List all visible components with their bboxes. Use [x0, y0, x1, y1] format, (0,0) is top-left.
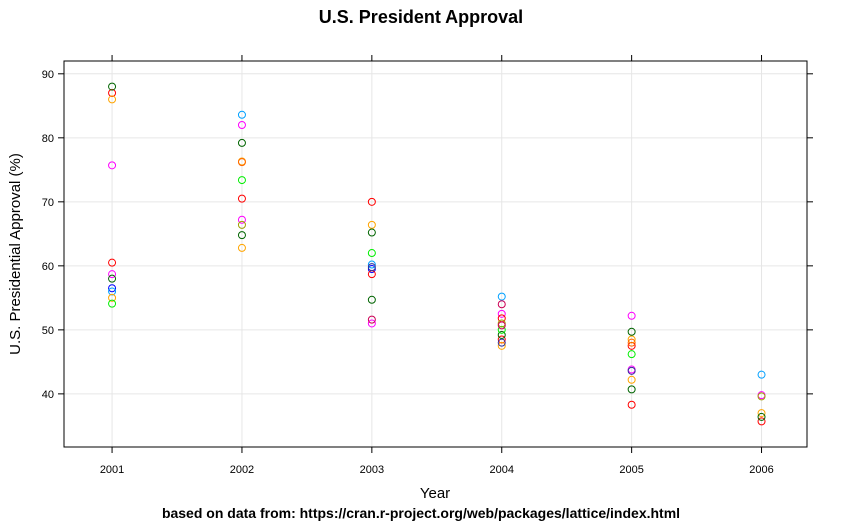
x-tick-label: 2004	[490, 464, 514, 476]
source-caption: based on data from: https://cran.r-proje…	[162, 505, 680, 521]
data-point	[627, 335, 636, 344]
data-point	[108, 161, 117, 170]
data-point	[237, 215, 246, 224]
data-point	[497, 321, 506, 330]
data-point	[497, 335, 506, 344]
data-point	[108, 82, 117, 91]
data-point	[757, 417, 766, 426]
chart-title: U.S. President Approval	[319, 7, 523, 27]
plot-frame	[63, 60, 808, 448]
data-point	[237, 220, 246, 229]
x-axis-label: Year	[420, 485, 450, 502]
x-tick-label: 2002	[230, 464, 254, 476]
data-point	[237, 121, 246, 130]
data-point	[367, 315, 376, 324]
data-point	[367, 295, 376, 304]
data-point	[627, 366, 636, 375]
data-point	[108, 299, 117, 308]
data-points	[108, 82, 766, 426]
data-point	[367, 197, 376, 206]
grid-lines	[64, 61, 807, 447]
data-point	[497, 338, 506, 347]
data-point	[497, 300, 506, 309]
data-point	[237, 231, 246, 240]
data-point	[237, 243, 246, 252]
y-tick-label: 50	[42, 325, 54, 337]
data-point	[108, 258, 117, 267]
y-axis-label: U.S. Presidential Approval (%)	[7, 153, 24, 355]
data-point	[367, 260, 376, 269]
data-point	[497, 309, 506, 318]
x-tick-label: 2001	[100, 464, 124, 476]
data-point	[237, 158, 246, 167]
data-point	[627, 341, 636, 350]
data-point	[497, 292, 506, 301]
data-point	[108, 274, 117, 283]
data-point	[367, 249, 376, 258]
data-point	[108, 287, 117, 296]
y-tick-label: 40	[42, 389, 54, 401]
data-point	[627, 338, 636, 347]
data-point	[367, 228, 376, 237]
data-point	[627, 385, 636, 394]
y-tick-label: 60	[42, 261, 54, 273]
data-point	[367, 319, 376, 328]
data-point	[237, 176, 246, 185]
data-point	[237, 110, 246, 119]
data-point	[757, 392, 766, 401]
data-point	[108, 89, 117, 98]
data-point	[108, 95, 117, 104]
data-point	[627, 327, 636, 336]
y-tick-label: 70	[42, 197, 54, 209]
data-point	[108, 293, 117, 302]
x-tick-label: 2005	[619, 464, 643, 476]
x-tick-label: 2006	[749, 464, 773, 476]
y-tick-label: 90	[42, 69, 54, 81]
data-point	[497, 325, 506, 334]
data-point	[497, 330, 506, 339]
data-point	[237, 138, 246, 147]
data-point	[108, 270, 117, 279]
axis-ticks: 2001 2002 2003 2004 2005 2006 40 50 60 70 80 90	[42, 55, 813, 476]
data-point	[627, 375, 636, 384]
data-point	[627, 400, 636, 409]
y-tick-label: 80	[42, 133, 54, 145]
x-tick-label: 2003	[360, 464, 384, 476]
data-point	[757, 370, 766, 379]
data-point	[367, 220, 376, 229]
data-point	[367, 263, 376, 272]
data-point	[497, 341, 506, 350]
data-point	[757, 412, 766, 421]
data-point	[237, 194, 246, 203]
data-point	[627, 350, 636, 359]
data-point	[627, 311, 636, 320]
data-point	[108, 284, 117, 293]
data-point	[757, 409, 766, 418]
